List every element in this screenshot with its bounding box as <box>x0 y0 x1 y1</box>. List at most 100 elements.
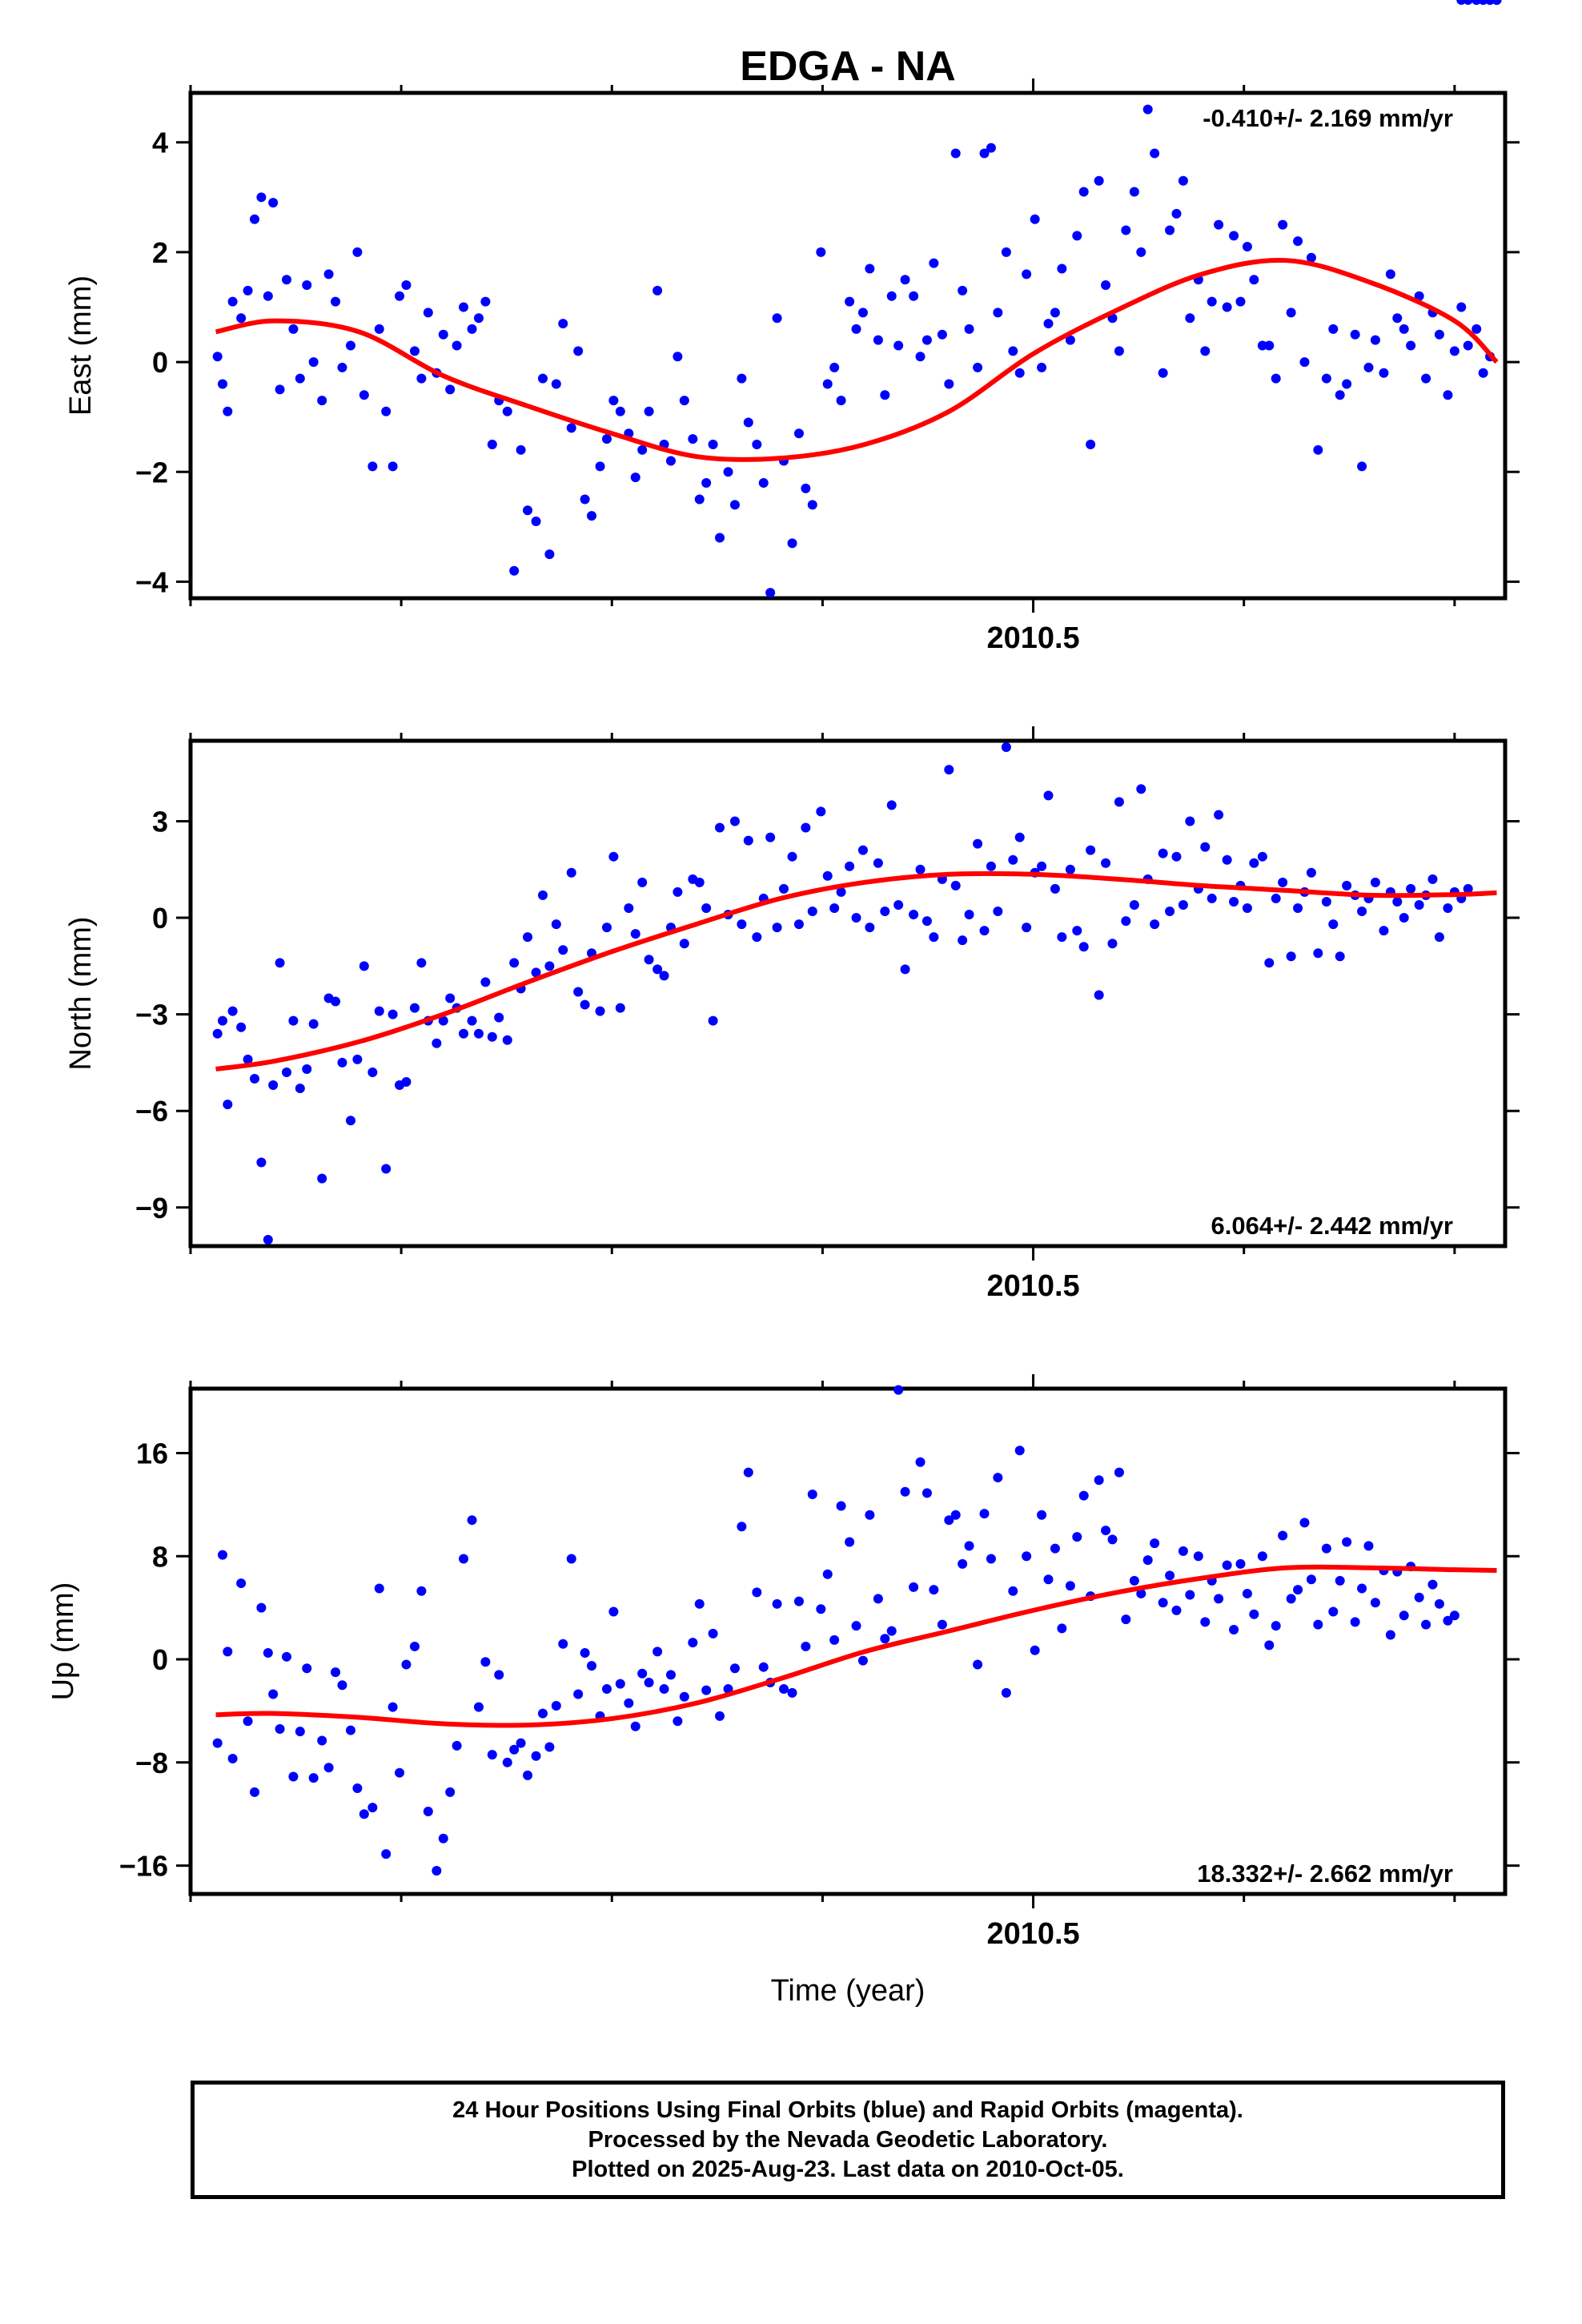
north-data-point <box>801 822 811 833</box>
north-data-point <box>857 845 868 855</box>
up-data-point <box>1107 1534 1118 1545</box>
up-data-point <box>659 1684 669 1695</box>
up-data-point <box>1142 1555 1153 1566</box>
east-data-point <box>958 285 968 296</box>
east-data-point <box>381 406 391 416</box>
up-data-point <box>886 1626 897 1636</box>
up-data-point <box>331 1667 341 1678</box>
east-data-point <box>1478 368 1488 378</box>
up-data-point <box>715 1711 725 1721</box>
up-data-point <box>544 1742 555 1752</box>
north-data-point <box>964 910 974 920</box>
east-data-point <box>438 329 448 340</box>
east-data-point <box>1150 148 1160 159</box>
east-data-point <box>1043 319 1054 329</box>
up-data-point <box>1165 1570 1175 1581</box>
up-data-point <box>1178 1546 1188 1556</box>
north-data-point <box>359 961 369 971</box>
north-data-point <box>1171 851 1182 862</box>
north-data-point <box>737 919 747 930</box>
east-data-point <box>1278 219 1288 230</box>
north-data-point <box>652 964 663 975</box>
east-data-point <box>688 434 698 444</box>
east-data-point <box>387 461 398 472</box>
north-data-point <box>236 1022 247 1032</box>
east-data-point <box>937 329 947 340</box>
up-ytick-label: 8 <box>152 1540 168 1573</box>
east-data-point <box>345 340 355 351</box>
up-data-point <box>473 1702 484 1712</box>
up-data-point <box>432 1866 442 1876</box>
east-data-point <box>401 280 412 291</box>
east-data-point <box>416 373 427 384</box>
east-data-point <box>249 214 259 224</box>
up-data-point <box>679 1691 689 1702</box>
east-data-point <box>836 396 846 406</box>
north-data-point <box>1129 899 1139 910</box>
up-data-point <box>1235 1558 1246 1569</box>
up-data-point <box>558 1638 568 1649</box>
north-xtick-label: 2010.5 <box>986 1269 1079 1303</box>
east-plot-frame <box>188 90 1508 601</box>
up-data-point <box>929 1585 939 1595</box>
north-data-point <box>900 964 910 975</box>
up-data-point <box>836 1501 846 1511</box>
north-data-point <box>352 1054 363 1064</box>
up-data-point <box>308 1773 319 1783</box>
north-data-point <box>836 887 846 897</box>
up-data-point <box>1043 1574 1054 1585</box>
east-data-point <box>1078 187 1089 197</box>
north-data-point <box>217 1015 227 1026</box>
east-data-point <box>608 396 619 406</box>
north-data-point <box>787 851 797 862</box>
up-data-point <box>758 1662 769 1672</box>
up-data-point <box>1008 1586 1018 1596</box>
north-data-point <box>1370 877 1380 887</box>
north-data-point <box>779 883 789 894</box>
east-data-point <box>900 275 910 285</box>
up-data-point <box>857 1655 868 1666</box>
east-data-point <box>223 406 233 416</box>
east-data-point <box>701 477 712 488</box>
up-data-point <box>243 1716 253 1727</box>
up-data-point <box>459 1554 469 1564</box>
north-data-point <box>487 1031 497 1042</box>
east-data-point <box>921 335 932 345</box>
east-data-point <box>1086 439 1096 449</box>
east-data-point <box>886 291 897 301</box>
east-ytick-label: 0 <box>152 346 168 379</box>
east-rate-label: -0.410+/- 2.169 mm/yr <box>1203 104 1453 132</box>
up-data-point <box>915 1457 926 1467</box>
up-data-point <box>1078 1490 1089 1501</box>
east-data-point <box>950 148 961 159</box>
north-data-point <box>1057 932 1067 943</box>
north-data-point <box>302 1063 312 1074</box>
up-data-point <box>1257 1551 1267 1562</box>
east-data-point <box>737 373 747 384</box>
up-data-point <box>551 1700 561 1711</box>
up-data-point <box>1101 1526 1111 1536</box>
up-ytick-label: 0 <box>152 1643 168 1676</box>
up-data-point <box>516 1738 526 1748</box>
east-data-point <box>595 461 605 472</box>
north-data-point <box>551 919 561 930</box>
footer-line-2: Processed by the Nevada Geodetic Laborat… <box>588 2126 1108 2153</box>
north-data-point <box>1037 861 1047 871</box>
north-data-point <box>1222 854 1232 865</box>
up-data-point <box>694 1598 705 1609</box>
north-data-point <box>1229 896 1239 907</box>
north-data-point <box>979 926 990 936</box>
north-data-point <box>909 910 919 920</box>
east-ytick-label: 2 <box>152 236 168 269</box>
up-data-point <box>387 1702 398 1712</box>
east-data-point <box>708 439 718 449</box>
up-data-point <box>829 1634 840 1645</box>
north-rate-label: 6.064+/- 2.442 mm/yr <box>1211 1212 1453 1240</box>
up-data-point <box>295 1727 305 1737</box>
north-data-point <box>1086 845 1096 855</box>
up-data-point <box>1150 1538 1160 1549</box>
up-data-point <box>249 1787 259 1797</box>
north-data-point <box>865 923 875 933</box>
up-data-point <box>502 1757 512 1767</box>
east-data-point <box>1406 340 1416 351</box>
